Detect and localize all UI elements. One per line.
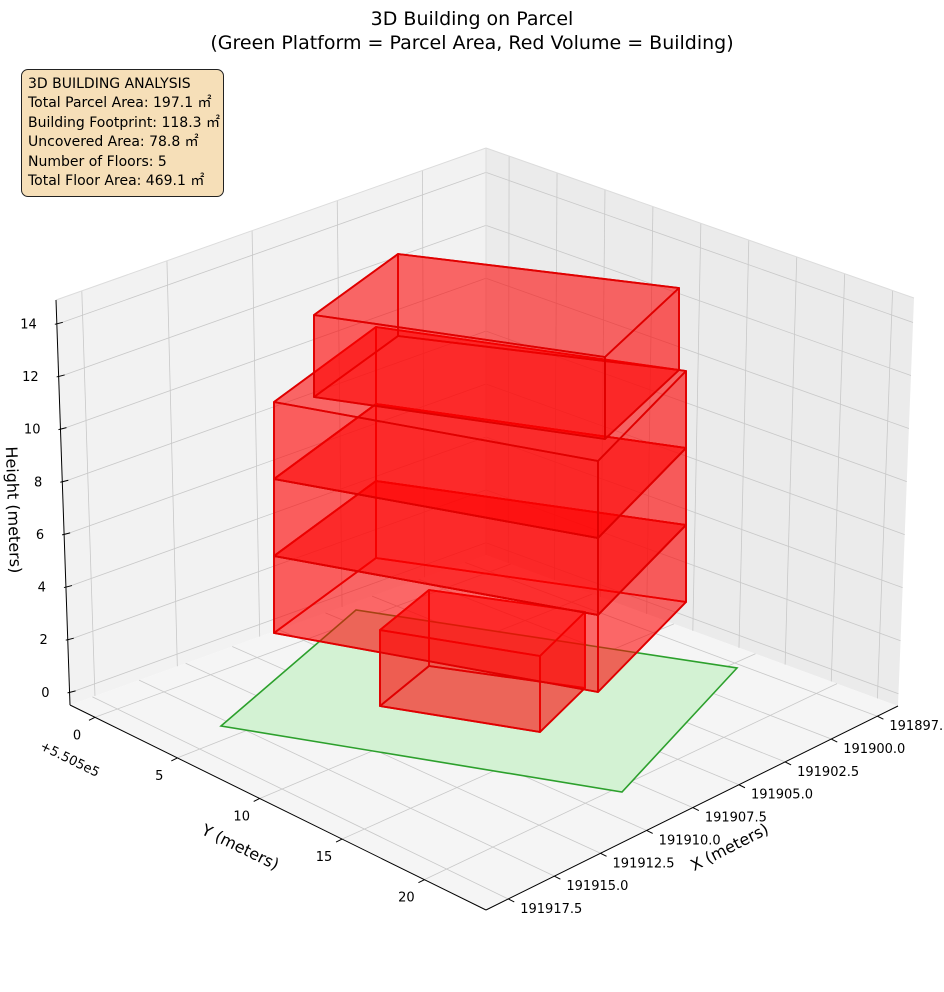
z-tick-label: 10	[24, 423, 41, 438]
z-tick	[54, 321, 63, 325]
y-tick-label: 5	[155, 769, 163, 784]
x-tick	[877, 715, 884, 720]
y-tick-label: 20	[398, 891, 415, 906]
y-tick-label: 0	[73, 728, 81, 743]
info-line-parcel-area: Total Parcel Area: 197.1 ㎡	[28, 95, 212, 112]
info-line-footprint: Building Footprint: 118.3 ㎡	[28, 114, 221, 131]
gridline	[251, 230, 261, 637]
gridline	[65, 436, 487, 588]
y-axis-offset-label: +5.505e5	[37, 739, 101, 781]
z-axis-label: Height (meters)	[2, 446, 25, 574]
gridline	[553, 172, 558, 581]
floor-4-block-top-face	[273, 326, 687, 462]
gridline	[600, 189, 606, 597]
y-axis-line	[69, 704, 487, 911]
pane-edges	[55, 147, 915, 555]
left-pane	[56, 148, 486, 705]
gridline	[81, 290, 96, 697]
z-tick	[58, 427, 67, 431]
x-tick	[692, 807, 700, 812]
y-tick	[171, 757, 178, 762]
x-tick	[600, 852, 607, 857]
gridline	[692, 223, 702, 631]
y-axis-ticks: 0 5 10 15 20	[73, 716, 425, 906]
gridline	[92, 696, 509, 900]
x-tick-label: 191917.5	[520, 902, 582, 917]
gridline	[60, 277, 487, 430]
gridline	[877, 290, 893, 699]
building-volume	[273, 253, 687, 733]
z-tick	[65, 637, 74, 641]
gridline	[465, 562, 878, 717]
floor-5-block-top-face	[313, 253, 680, 358]
info-line-floor-area: Total Floor Area: 469.1 ㎡	[28, 173, 205, 190]
x-tick-label: 191905.0	[751, 788, 813, 803]
gridline	[784, 256, 798, 665]
z-tick	[56, 374, 65, 378]
z-tick	[60, 479, 69, 483]
info-line-uncovered: Uncovered Area: 78.8 ㎡	[28, 134, 199, 151]
x-tick	[738, 784, 746, 789]
chart-title: 3D Building on Parcel	[371, 8, 574, 30]
x-tick-label: 191915.0	[566, 879, 628, 894]
x-tick	[508, 898, 515, 903]
info-heading: 3D BUILDING ANALYSIS	[28, 76, 191, 92]
x-tick-label: 191912.5	[613, 856, 675, 871]
z-tick-label: 14	[20, 317, 37, 332]
z-axis-line	[55, 299, 71, 706]
y-axis-label: Y (meters)	[198, 820, 283, 874]
y-tick	[88, 716, 96, 721]
x-tick-label: 191902.5	[797, 765, 859, 780]
x-tick-label: 191907.5	[705, 811, 767, 826]
x-tick-label: 191910.0	[659, 833, 721, 848]
gridline	[138, 679, 555, 877]
gridline	[67, 489, 487, 641]
z-tick-label: 4	[38, 581, 46, 596]
gridline	[646, 206, 654, 614]
analysis-info-box: 3D BUILDING ANALYSIS Total Parcel Area: …	[21, 69, 224, 198]
x-axis-ticks: 191897.5 191900.0 191902.5 191905.0 191907.5…	[508, 715, 944, 917]
z-tick-label: 0	[41, 686, 49, 701]
x-tick	[831, 738, 838, 743]
chart-subtitle: (Green Platform = Parcel Area, Red Volum…	[210, 32, 733, 54]
gridline	[56, 172, 487, 325]
z-tick	[63, 585, 73, 589]
gridlines	[56, 156, 914, 900]
info-line-floors: Number of Floors: 5	[28, 153, 167, 170]
gridline	[738, 240, 750, 648]
gridline	[830, 273, 846, 682]
z-tick-label: 6	[36, 528, 44, 543]
y-tick-label: 10	[233, 809, 250, 824]
y-tick-label: 15	[316, 850, 333, 865]
z-tick-label: 8	[34, 475, 42, 490]
x-tick-label: 191897.5	[889, 719, 944, 734]
gridline	[336, 200, 343, 607]
z-tick-label: 2	[39, 633, 47, 648]
gridline	[58, 224, 487, 378]
x-tick	[554, 875, 561, 880]
z-tick	[67, 690, 76, 694]
gridline	[507, 156, 510, 564]
x-tick	[784, 761, 792, 766]
z-axis-ticks: 0 2 4 6 8 10 12 14	[20, 317, 76, 701]
z-tick-label: 12	[22, 370, 39, 385]
parcel-platform	[219, 609, 739, 793]
x-tick	[646, 829, 653, 834]
gridline	[421, 170, 425, 578]
y-tick	[335, 838, 343, 843]
x-tick-label: 191900.0	[843, 742, 905, 757]
y-tick	[253, 798, 260, 802]
gridline	[166, 260, 178, 667]
right-pane	[486, 148, 914, 706]
gridline	[185, 662, 601, 854]
gridline	[69, 542, 487, 694]
y-tick	[418, 879, 425, 884]
z-tick	[61, 532, 71, 536]
